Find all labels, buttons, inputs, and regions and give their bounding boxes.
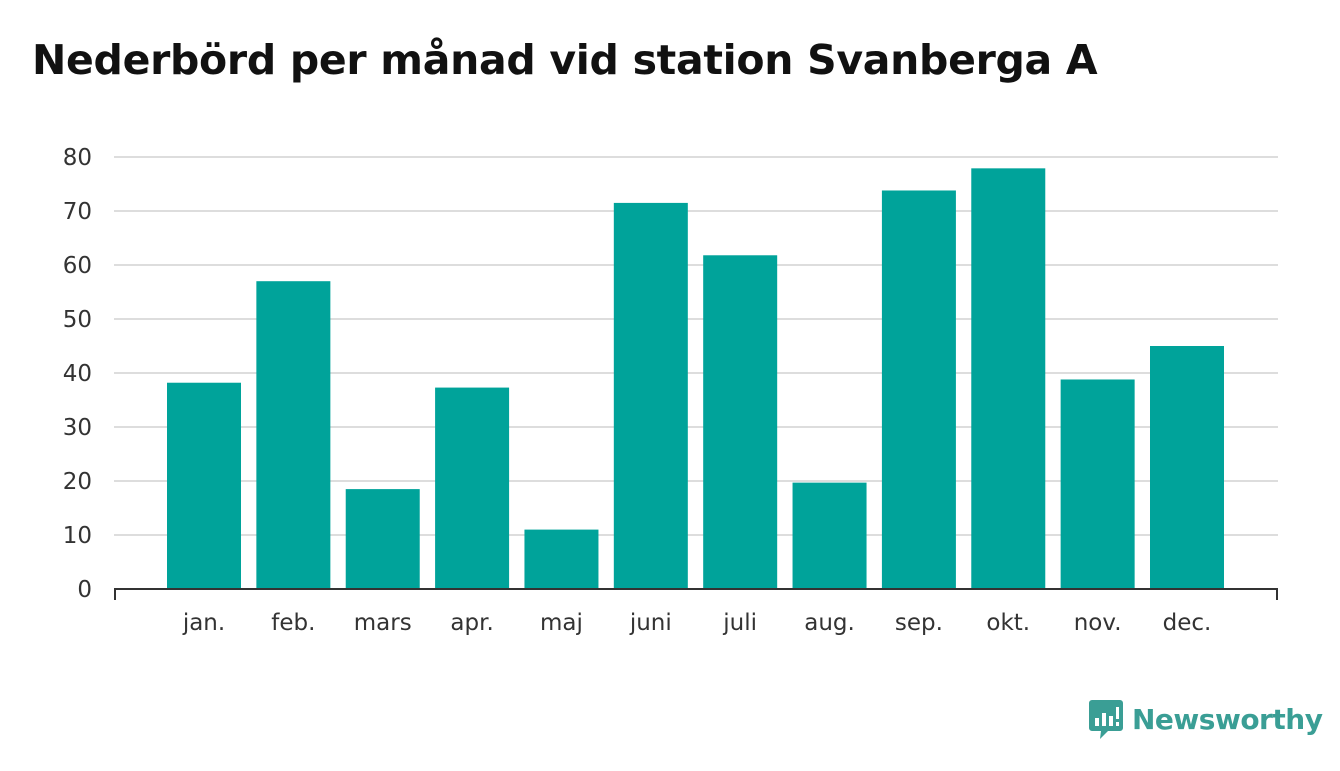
- y-tick-label: 80: [63, 145, 92, 171]
- newsworthy-logo: Newsworthy: [1088, 698, 1323, 740]
- x-tick-label: sep.: [895, 610, 943, 636]
- x-axis-ticks: jan. feb. mars apr. maj juni juli aug. sep. okt. n…: [182, 610, 1212, 636]
- x-tick-label: aug.: [804, 610, 855, 636]
- x-tick-label: juni: [629, 610, 672, 636]
- x-tick-label: maj: [540, 610, 583, 636]
- chart-title: Nederbörd per månad vid station Svanberg…: [32, 36, 1098, 84]
- bar-nov: [1060, 379, 1135, 589]
- bar-jan: [167, 382, 241, 589]
- x-tick-label: okt.: [986, 610, 1030, 636]
- x-tick-label: dec.: [1163, 610, 1212, 636]
- y-tick-label: 30: [63, 415, 92, 441]
- y-tick-label: 10: [63, 523, 92, 549]
- y-axis-ticks: 0 10 20 30 40 50 60 70 80: [63, 145, 92, 603]
- bar-dec: [1150, 346, 1224, 589]
- x-tick-label: feb.: [271, 610, 315, 636]
- y-tick-label: 0: [77, 577, 92, 603]
- bar-sep: [881, 190, 956, 590]
- x-tick-label: juli: [722, 610, 757, 636]
- bars: [167, 168, 1224, 590]
- brand-name: Newsworthy: [1132, 702, 1323, 736]
- bar-juli: [703, 255, 778, 589]
- bar-okt: [971, 168, 1046, 589]
- y-tick-label: 70: [63, 199, 92, 225]
- x-tick-label: jan.: [182, 610, 225, 636]
- bar-aug: [792, 482, 867, 589]
- bar-feb: [256, 281, 331, 589]
- y-tick-label: 20: [63, 469, 92, 495]
- y-tick-label: 40: [63, 361, 92, 387]
- bar-apr: [435, 387, 510, 589]
- x-axis: [114, 588, 1278, 600]
- bar-maj: [524, 529, 599, 589]
- newsworthy-logo-icon: [1089, 700, 1123, 739]
- bar-mars: [345, 489, 420, 589]
- x-tick-label: nov.: [1074, 610, 1122, 636]
- bar-juni: [613, 202, 688, 589]
- x-tick-label: mars: [354, 610, 412, 636]
- y-tick-label: 50: [63, 307, 92, 333]
- x-tick-label: apr.: [450, 610, 493, 636]
- y-tick-label: 60: [63, 253, 92, 279]
